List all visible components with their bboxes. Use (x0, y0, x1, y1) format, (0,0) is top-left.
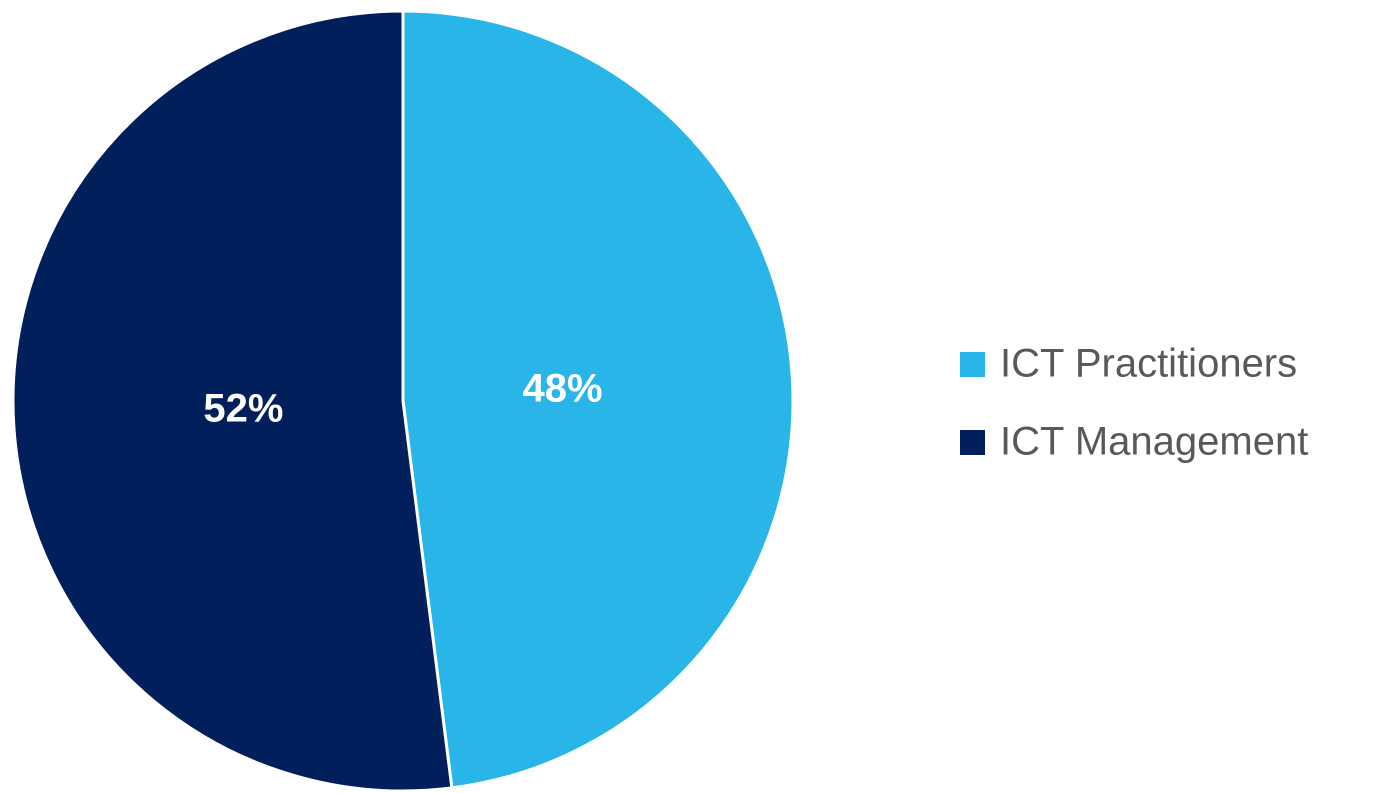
legend-swatch (960, 430, 985, 455)
pie-slice (401, 9, 795, 790)
data-label: 52% (203, 387, 283, 431)
legend-swatch (960, 352, 985, 377)
legend-label: ICT Management (1000, 420, 1308, 464)
pie-slice (11, 9, 454, 793)
legend-label: ICT Practitioners (1000, 342, 1297, 386)
data-label: 48% (523, 367, 603, 411)
